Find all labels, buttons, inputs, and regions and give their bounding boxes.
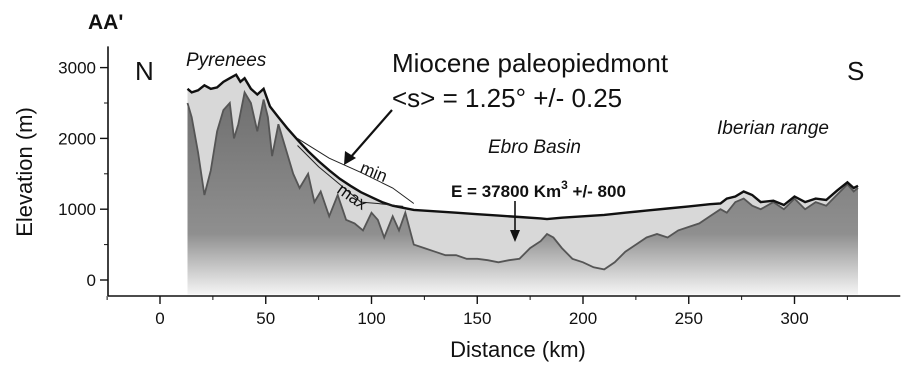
south-label: S — [847, 56, 864, 86]
present-topography-fill-area — [187, 92, 858, 295]
volume-label-prefix: E = 37800 Km — [451, 182, 561, 201]
max-envelope-line — [297, 145, 404, 207]
north-label: N — [135, 56, 154, 86]
y-axis-title: Elevation (m) — [12, 107, 37, 237]
paleopiedmont-line — [186, 73, 859, 221]
x-tick-label: 200 — [569, 309, 597, 328]
x-tick-label: 50 — [256, 309, 275, 328]
volume-label-suffix: +/- 800 — [568, 182, 626, 201]
ebro-basin-label: Ebro Basin — [488, 137, 581, 158]
volume-label: E = 37800 Km3 +/- 800 — [451, 178, 626, 201]
miocene-arrow — [344, 109, 393, 165]
iberian-range-label: Iberian range — [717, 118, 829, 139]
y-tick-label: 0 — [87, 271, 96, 290]
y-tick-label: 1000 — [58, 200, 96, 219]
x-tick-label: 300 — [780, 309, 808, 328]
min-label: min — [358, 158, 391, 186]
axes: 0 1000 2000 3000 0 50 100 150 200 250 300 — [58, 46, 901, 328]
min-envelope-line — [297, 137, 415, 204]
x-tick-label: 150 — [463, 309, 491, 328]
volume-arrow — [510, 201, 520, 242]
pyrenees-label: Pyrenees — [186, 50, 267, 71]
x-tick-label: 250 — [675, 309, 703, 328]
miocene-label-line2: <s> = 1.25° +/- 0.25 — [392, 83, 622, 113]
x-tick-label: 0 — [155, 309, 164, 328]
volume-label-exponent: 3 — [561, 178, 568, 192]
present-topography-line — [186, 89, 859, 271]
x-axis-title: Distance (km) — [450, 337, 586, 362]
y-tick-label: 2000 — [58, 129, 96, 148]
chart-title: AA' — [88, 11, 123, 34]
y-tick-label: 3000 — [58, 59, 96, 78]
x-tick-label: 100 — [357, 309, 385, 328]
miocene-label-line1: Miocene paleopiedmont — [392, 48, 669, 78]
